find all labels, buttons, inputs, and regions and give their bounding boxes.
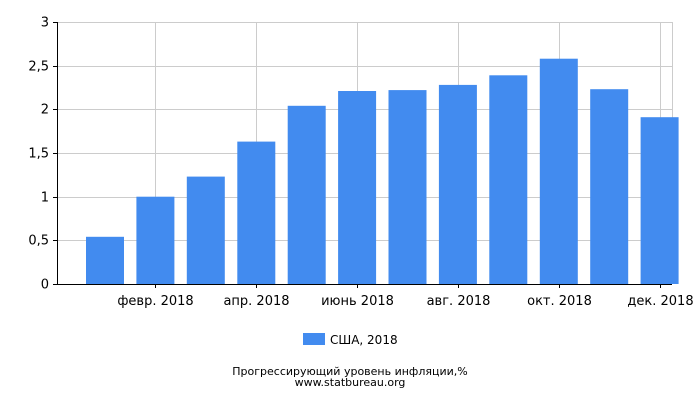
- bar: [237, 141, 276, 284]
- x-tick-label: июнь 2018: [321, 294, 394, 309]
- x-tick-label: дек. 2018: [627, 294, 693, 309]
- y-tick-label: 2,5: [28, 60, 49, 75]
- x-tick-label: авг. 2018: [427, 294, 491, 309]
- y-tick-label: 1: [41, 191, 49, 206]
- axes: 0 0,5 1 1,5 2 2,5 3 февр. 2018 апр. 2018 июнь 201…: [28, 16, 693, 310]
- bars: [86, 58, 679, 285]
- bar: [388, 90, 427, 284]
- bar: [590, 89, 629, 284]
- bar: [338, 91, 377, 284]
- x-tick-label: окт. 2018: [527, 294, 592, 309]
- y-tick-label: 3: [41, 16, 49, 31]
- legend-label: США, 2018: [330, 333, 398, 347]
- legend: США, 2018: [303, 333, 398, 347]
- bar: [186, 176, 225, 284]
- y-tick-label: 2: [41, 103, 49, 118]
- bar: [640, 117, 679, 284]
- y-tick-label: 0,5: [28, 234, 49, 249]
- x-tick-label: февр. 2018: [117, 294, 193, 309]
- bar: [489, 75, 528, 284]
- bar: [438, 84, 477, 285]
- bar: [136, 196, 175, 284]
- bar: [86, 236, 124, 284]
- legend-swatch: [303, 333, 325, 345]
- chart-caption: Прогрессирующий уровень инфляции,%: [232, 365, 467, 378]
- y-tick-label: 0: [41, 278, 49, 293]
- x-tick-label: апр. 2018: [223, 294, 289, 309]
- source-url: www.statbureau.org: [295, 376, 406, 389]
- bar: [539, 58, 578, 285]
- y-tick-label: 1,5: [28, 147, 49, 162]
- bar: [287, 105, 326, 284]
